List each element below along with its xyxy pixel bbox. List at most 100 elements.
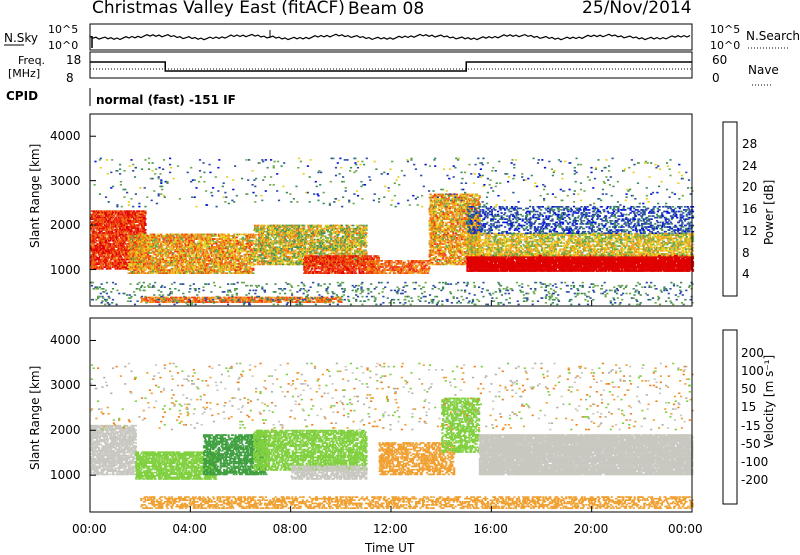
power-g-cell xyxy=(251,248,253,250)
power-g-cell xyxy=(266,257,268,259)
power-g-cell xyxy=(133,265,135,267)
power-g-cell xyxy=(208,255,210,257)
power-g-cell xyxy=(201,237,203,239)
power-g-cell xyxy=(147,272,149,274)
power-g-cell xyxy=(116,217,118,219)
power-g-cell xyxy=(300,246,302,248)
power-g-cell xyxy=(141,263,143,265)
power-g-cell xyxy=(282,260,284,262)
power-g-cell xyxy=(230,262,232,264)
power-g-cell xyxy=(310,248,312,250)
power-g-cell xyxy=(255,237,257,239)
power-g-cell xyxy=(312,231,314,233)
power-g-cell xyxy=(207,258,209,260)
power-g-cell xyxy=(238,240,240,242)
power-g-cell xyxy=(211,244,213,246)
power-g-cell xyxy=(151,255,153,257)
power-g-cell xyxy=(223,269,225,271)
power-g-cell xyxy=(168,254,170,256)
power-g-cell xyxy=(182,269,184,271)
power-g-cell xyxy=(221,262,223,264)
power-g-cell xyxy=(279,257,281,259)
power-g-cell xyxy=(260,229,262,231)
power-g-cell xyxy=(200,263,202,265)
power-g-cell xyxy=(148,251,150,253)
power-g-cell xyxy=(211,258,213,260)
power-g-cell xyxy=(119,235,121,237)
power-g-cell xyxy=(281,243,283,245)
power-g-cell xyxy=(184,237,186,239)
power-g-cell xyxy=(174,266,176,268)
power-g-cell xyxy=(182,263,184,265)
power-g-cell xyxy=(188,237,190,239)
power-g-cell xyxy=(289,257,291,259)
power-g-bg xyxy=(90,114,692,306)
power-g-cell xyxy=(199,262,201,264)
power-g-cell xyxy=(170,251,172,253)
power-g-cell xyxy=(165,266,167,268)
power-g-cell xyxy=(275,237,277,239)
power-g-cell xyxy=(193,268,195,270)
power-g-cell xyxy=(144,212,146,214)
power-g-cell xyxy=(136,255,138,257)
power-g-cell xyxy=(257,229,259,231)
power-g-cell xyxy=(108,254,110,256)
power-g-cell xyxy=(277,229,279,231)
power-g-cell xyxy=(120,262,122,264)
power-g-cell xyxy=(234,254,236,256)
power-g-cell xyxy=(104,254,106,256)
power-g-cell xyxy=(176,235,178,237)
power-g-cell xyxy=(248,238,250,240)
power-g-cell xyxy=(310,251,312,253)
power-g-cell xyxy=(180,243,182,245)
power-g-cell xyxy=(120,256,122,258)
status-panels xyxy=(4,24,788,106)
power-g-cell xyxy=(169,263,171,265)
power-g-cell xyxy=(105,240,107,242)
power-g-cell xyxy=(95,256,97,258)
power-g-cell xyxy=(193,240,195,242)
power-g-cell xyxy=(274,239,276,241)
power-g-cell xyxy=(314,234,316,236)
power-g-cell xyxy=(242,241,244,243)
power-g-cell xyxy=(295,262,297,264)
power-g-cell xyxy=(257,225,259,227)
power-g-cell xyxy=(286,259,288,261)
power-g-cell xyxy=(268,228,270,230)
power-g-cell xyxy=(146,262,148,264)
power-g-cell xyxy=(245,248,247,250)
power-g-cell xyxy=(208,257,210,259)
power-g-cell xyxy=(292,250,294,252)
power-g-cell xyxy=(113,243,115,245)
power-g-cell xyxy=(144,244,146,246)
power-g-cell xyxy=(283,257,285,259)
power-g-cell xyxy=(282,262,284,264)
power-g-cell xyxy=(105,218,107,220)
power-g-cell xyxy=(257,257,259,259)
power-g-cell xyxy=(297,229,299,231)
power-g-cell xyxy=(130,232,132,234)
power-g-cell xyxy=(158,235,160,237)
power-g-cell xyxy=(99,246,101,248)
power-g-cell xyxy=(215,255,217,257)
power-g-cell xyxy=(217,269,219,271)
power-g-cell xyxy=(130,244,132,246)
power-g-cell xyxy=(97,214,99,216)
power-g-cell xyxy=(306,240,308,242)
power-g-cell xyxy=(254,240,256,242)
power-g-cell xyxy=(94,254,96,256)
power-g-cell xyxy=(279,228,281,230)
power-g-cell xyxy=(234,238,236,240)
power-g-cell xyxy=(178,260,180,262)
power-g-cell xyxy=(167,255,169,257)
power-g-cell xyxy=(228,269,230,271)
power-g-cell xyxy=(226,265,228,267)
power-g-cell xyxy=(272,236,274,238)
power-g-cell xyxy=(159,260,161,262)
power-g-cell xyxy=(307,229,309,231)
power-g-cell xyxy=(185,257,187,259)
power-g-cell xyxy=(268,251,270,253)
power-g-cell xyxy=(112,212,114,214)
power-g-cell xyxy=(137,228,139,230)
power-g-cell xyxy=(268,243,270,245)
